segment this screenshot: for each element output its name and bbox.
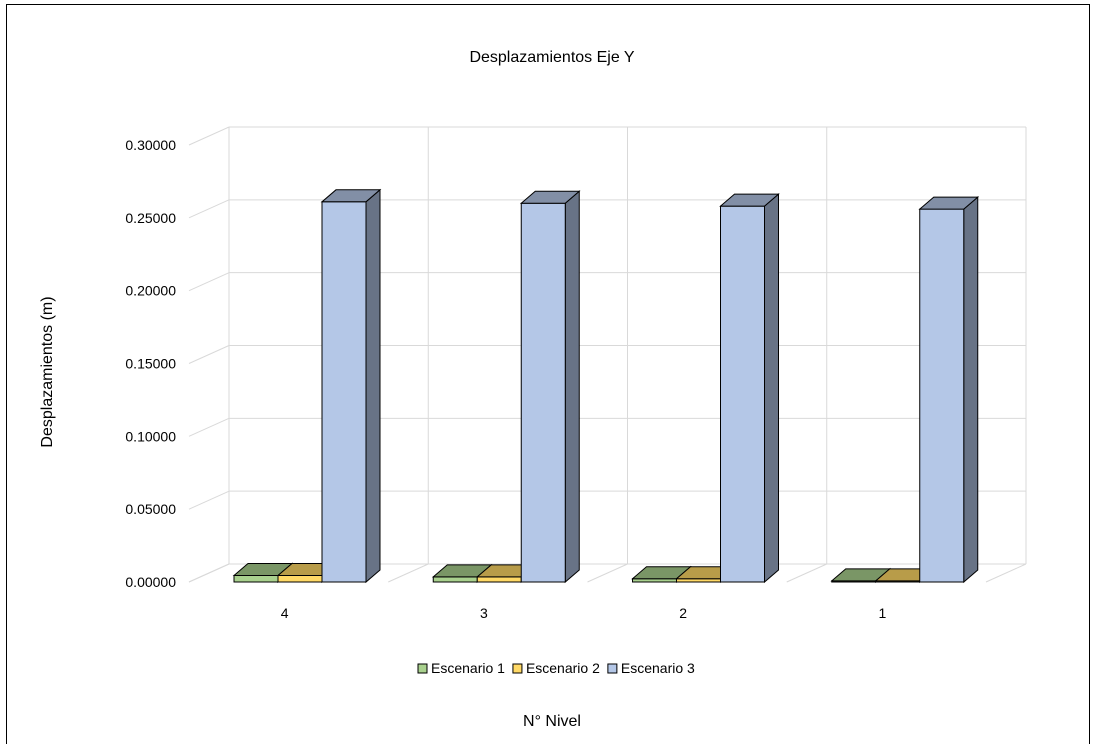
x-tick-label: 3 bbox=[480, 605, 488, 621]
bar-escenario-3-4 bbox=[320, 188, 382, 584]
floor-divider bbox=[786, 563, 827, 583]
gridline-side bbox=[188, 126, 230, 146]
gridline-side bbox=[188, 417, 230, 437]
bars bbox=[232, 188, 980, 584]
axis-labels: 0.00000 0.05000 0.10000 0.15000 0.20000 0.250… bbox=[125, 137, 886, 621]
bar-front bbox=[233, 574, 279, 583]
bar-top bbox=[519, 190, 581, 204]
legend-swatch bbox=[607, 663, 618, 674]
y-axis-title: Desplazamientos (m) bbox=[39, 296, 56, 447]
bar-front bbox=[476, 576, 522, 583]
bar-front bbox=[919, 208, 965, 583]
bar-front bbox=[432, 576, 478, 583]
bar-front bbox=[277, 574, 323, 583]
gridline-side bbox=[188, 345, 230, 364]
x-tick-label: 2 bbox=[679, 605, 687, 621]
bar-escenario-3-1 bbox=[918, 196, 980, 584]
bar-front bbox=[520, 202, 566, 583]
legend-label: Escenario 3 bbox=[621, 660, 695, 676]
floor-divider bbox=[188, 563, 230, 583]
floor-divider bbox=[985, 563, 1027, 583]
bar-escenario-3-2 bbox=[719, 193, 780, 584]
bar-escenario-3-3 bbox=[519, 190, 581, 584]
gridline-side bbox=[188, 490, 230, 510]
legend-item: Escenario 3 bbox=[607, 660, 695, 676]
bar-side bbox=[365, 188, 381, 584]
gridline-side bbox=[188, 272, 230, 292]
y-tick-label: 0.25000 bbox=[125, 210, 176, 226]
legend-label: Escenario 2 bbox=[526, 660, 600, 676]
y-tick-label: 0.00000 bbox=[125, 574, 176, 590]
bar-top bbox=[320, 189, 382, 203]
y-tick-label: 0.05000 bbox=[125, 501, 176, 517]
x-axis-title: N° Nivel bbox=[523, 713, 581, 730]
bar-top bbox=[719, 193, 780, 207]
y-tick-label: 0.10000 bbox=[125, 428, 176, 444]
legend-item: Escenario 2 bbox=[512, 660, 600, 676]
y-tick-label: 0.15000 bbox=[125, 356, 176, 372]
bar-front bbox=[720, 205, 765, 583]
bar-top bbox=[918, 196, 980, 210]
floor-divider bbox=[388, 563, 429, 583]
bar-side bbox=[764, 193, 779, 584]
y-tick-label: 0.20000 bbox=[125, 283, 176, 299]
legend-swatch bbox=[512, 663, 523, 674]
y-tick-label: 0.30000 bbox=[125, 137, 176, 153]
chart-title: Desplazamientos Eje Y bbox=[469, 49, 634, 66]
bar-side bbox=[963, 196, 979, 584]
floor-divider bbox=[587, 563, 628, 583]
grid-lines bbox=[188, 126, 1027, 583]
bar-side bbox=[564, 190, 580, 584]
x-tick-label: 1 bbox=[878, 605, 886, 621]
legend: Escenario 1 Escenario 2 Escenario 3 bbox=[417, 660, 695, 676]
legend-swatch bbox=[417, 663, 428, 674]
legend-item: Escenario 1 bbox=[417, 660, 505, 676]
gridline-side bbox=[188, 199, 230, 219]
bar-front bbox=[321, 201, 367, 583]
x-tick-label: 4 bbox=[281, 605, 289, 621]
legend-label: Escenario 1 bbox=[431, 660, 505, 676]
